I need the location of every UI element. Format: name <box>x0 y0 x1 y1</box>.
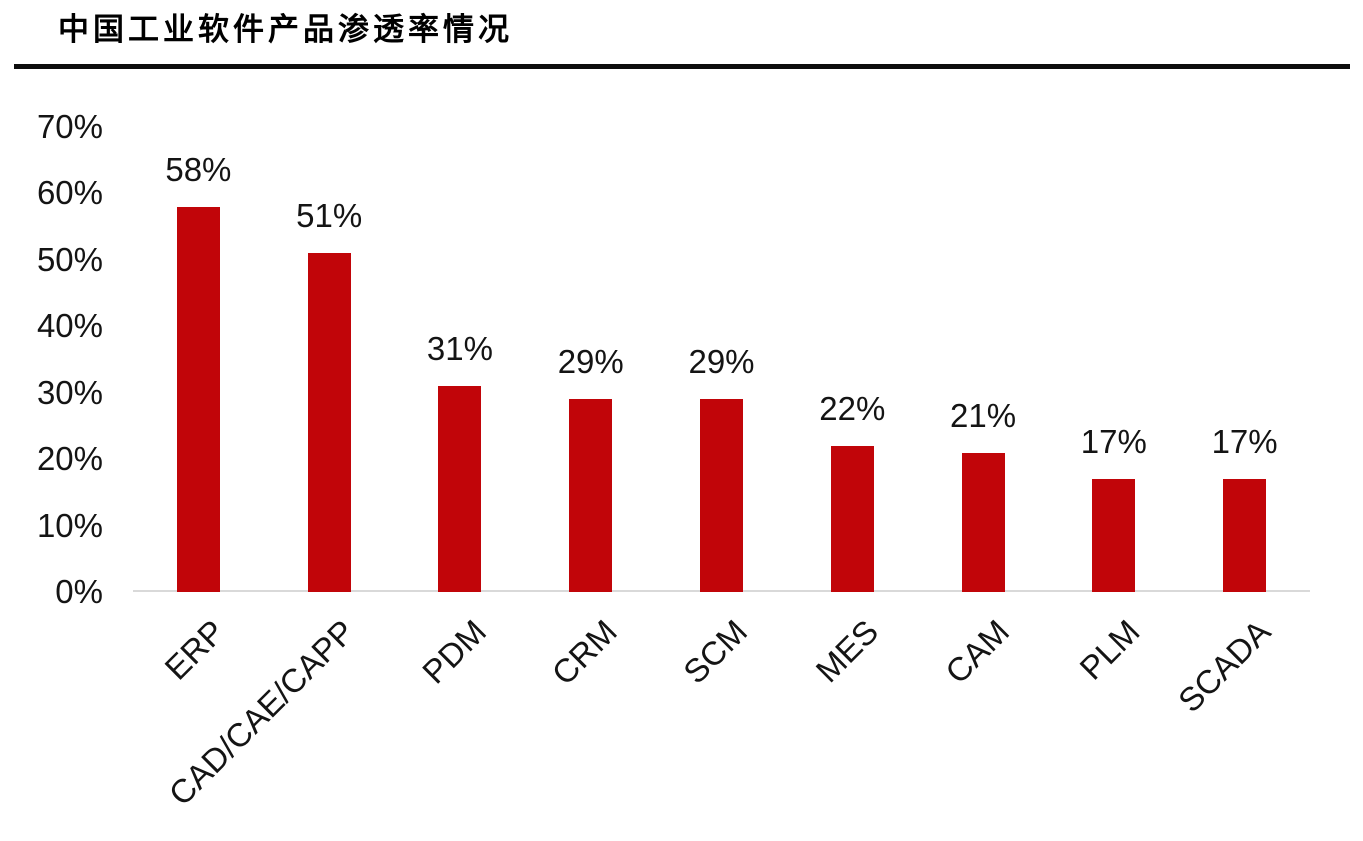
y-axis-tick-label: 10% <box>36 506 103 544</box>
y-axis-tick-label: 20% <box>36 440 103 478</box>
data-label-cad-cae-capp: 51% <box>296 197 363 235</box>
x-axis-label-scada: SCADA <box>1170 612 1278 720</box>
x-axis-label-mes: MES <box>808 612 886 690</box>
bar-pdm <box>438 386 482 592</box>
y-axis-tick-label: 30% <box>36 373 103 411</box>
data-label-cam: 21% <box>950 396 1017 434</box>
y-axis-tick-label: 60% <box>36 174 103 212</box>
data-label-scm: 29% <box>688 343 755 381</box>
data-label-mes: 22% <box>819 389 886 427</box>
data-label-erp: 58% <box>165 150 232 188</box>
x-axis-label-crm: CRM <box>544 612 624 692</box>
data-label-pdm: 31% <box>426 330 493 368</box>
x-axis-label-erp: ERP <box>156 612 232 687</box>
data-label-crm: 29% <box>557 343 624 381</box>
bar-cad-cae-capp <box>307 253 351 592</box>
data-label-plm: 17% <box>1080 423 1147 461</box>
x-axis-label-cam: CAM <box>937 612 1016 691</box>
x-axis-label-plm: PLM <box>1072 612 1147 687</box>
bar-mes <box>830 445 874 592</box>
bar-scada <box>1223 479 1267 592</box>
x-axis-label-scm: SCM <box>676 612 755 691</box>
data-label-scada: 17% <box>1211 423 1278 461</box>
y-axis-tick-label: 40% <box>36 307 103 345</box>
bar-crm <box>569 399 613 592</box>
y-axis-tick-label: 70% <box>36 108 103 145</box>
bar-plm <box>1092 479 1136 592</box>
bar-cam <box>961 452 1005 592</box>
x-axis-label-pdm: PDM <box>414 612 493 691</box>
bar-erp <box>176 206 220 592</box>
title-divider <box>14 64 1350 69</box>
chart-title: 中国工业软件产品渗透率情况 <box>58 12 513 47</box>
bar-scm <box>700 399 743 592</box>
y-axis-tick-label: 0% <box>55 573 103 610</box>
y-axis-tick-label: 50% <box>36 240 103 278</box>
